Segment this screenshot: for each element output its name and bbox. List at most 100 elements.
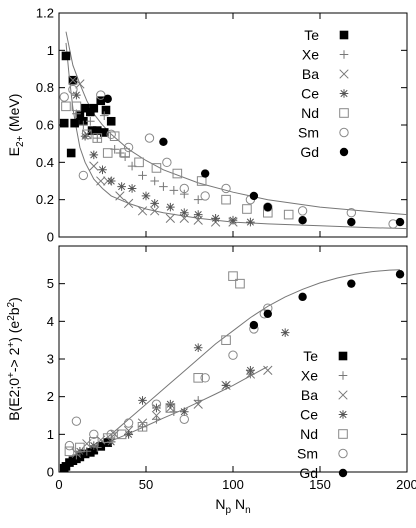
legend-label-te: Te [304, 27, 319, 43]
series-nd [64, 271, 245, 457]
data-point [346, 208, 357, 218]
data-point [200, 373, 210, 383]
legend-marker-gd [338, 468, 348, 478]
data-point [141, 191, 151, 201]
data-point [124, 430, 133, 439]
legend-label-gd: Gd [299, 465, 318, 481]
data-point [102, 148, 113, 158]
data-point [89, 445, 99, 455]
legend-label-xe: Xe [302, 47, 319, 63]
y-tick-label: 4 [47, 314, 54, 329]
data-point [242, 204, 252, 214]
series-gd [103, 94, 405, 227]
data-point [59, 118, 69, 128]
y-tick-label: 0.2 [36, 192, 54, 207]
data-point [75, 79, 85, 89]
data-point [101, 105, 111, 115]
data-point [347, 279, 356, 288]
data-point [92, 133, 103, 143]
data-point [347, 217, 356, 227]
data-point [200, 191, 210, 201]
y-axis-label: B(E2;0+-> 2+) (e2b2) [6, 297, 22, 421]
data-point [120, 152, 130, 162]
data-point [162, 157, 172, 168]
data-point [151, 399, 162, 409]
x-tick-label: 50 [139, 477, 153, 492]
data-point [193, 210, 203, 219]
y-tick-label: 1.2 [36, 6, 54, 21]
data-point [61, 51, 71, 61]
data-point [283, 209, 294, 220]
legend-label-ce: Ce [300, 407, 318, 423]
data-point [263, 202, 272, 212]
data-point [78, 170, 89, 181]
legend-marker-ce [339, 89, 349, 98]
data-point [166, 399, 175, 409]
data-point [138, 422, 147, 432]
data-point [106, 429, 116, 440]
data-point [99, 128, 109, 137]
data-point [137, 422, 148, 432]
data-point [137, 206, 148, 216]
data-point [75, 111, 85, 120]
data-point [89, 437, 99, 447]
data-point [89, 150, 99, 160]
data-point [263, 365, 273, 375]
legend-label-ba: Ba [301, 387, 318, 403]
data-point [179, 183, 189, 194]
data-point [150, 176, 159, 186]
data-point [235, 278, 245, 289]
data-point [127, 184, 137, 193]
data-point [151, 410, 162, 421]
y-tick-label: 1 [47, 427, 54, 442]
data-point [246, 366, 255, 375]
data-point [123, 142, 134, 153]
legend-label-gd: Gd [300, 144, 319, 160]
data-point [116, 429, 127, 440]
data-point [172, 168, 183, 179]
data-point [280, 328, 290, 337]
data-point [221, 381, 231, 390]
data-point [249, 191, 259, 201]
data-point [106, 129, 116, 140]
data-point [117, 182, 126, 191]
data-point [66, 148, 76, 158]
data-point [61, 101, 71, 112]
data-point [200, 169, 210, 178]
data-point [228, 350, 238, 360]
data-point [64, 440, 75, 451]
data-point [263, 309, 272, 318]
data-point [123, 418, 134, 428]
series-ce [72, 90, 255, 227]
data-point [193, 195, 203, 204]
y-tick-label: 0.6 [36, 118, 54, 133]
legend: Te Xe Ba Ce Nd Sm Gd [298, 27, 349, 160]
data-point [298, 292, 307, 302]
legend-marker-ba [339, 69, 349, 79]
y-tick-label: 0.4 [36, 155, 54, 170]
data-point [249, 320, 259, 330]
data-point [179, 414, 189, 424]
data-point [99, 111, 109, 120]
legend-label-ba: Ba [302, 66, 319, 82]
legend-marker-xe [339, 50, 349, 59]
series-sm [59, 84, 398, 229]
legend-marker-te [339, 30, 349, 40]
data-point [106, 116, 116, 126]
legend-marker-te [338, 351, 348, 361]
data-point [193, 396, 203, 405]
data-point [166, 202, 175, 212]
legend-marker-sm [339, 127, 349, 138]
data-point [221, 183, 231, 194]
data-point [179, 407, 189, 417]
top-panel: 0 0.2 0.4 0.6 0.8 1 1.2 E2+ (MeV) Te Xe Ba Ce Nd Sm Gd [6, 6, 408, 245]
data-point [89, 161, 99, 171]
fit-curve-2 [62, 269, 401, 470]
fit-curve-1 [65, 31, 408, 216]
data-point [138, 396, 147, 405]
data-point [80, 449, 90, 459]
data-point [120, 148, 130, 158]
series-ba [68, 75, 238, 227]
legend-label-xe: Xe [301, 368, 318, 384]
legend-label-nd: Nd [301, 105, 319, 121]
